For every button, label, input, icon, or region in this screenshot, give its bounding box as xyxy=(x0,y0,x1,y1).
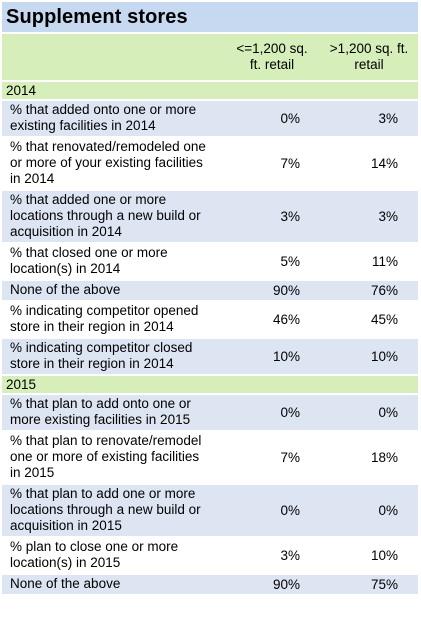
value-large-store: 14% xyxy=(320,138,419,189)
row-label: None of the above xyxy=(2,281,224,300)
row-label: None of the above xyxy=(2,575,224,594)
value-large-store: 76% xyxy=(320,281,419,300)
value-small-store: 3% xyxy=(224,538,320,573)
row-label: % that closed one or more location(s) in … xyxy=(2,244,224,279)
row-label-line: acquisition in 2015 xyxy=(10,518,122,533)
row-label-line: in 2014 xyxy=(10,171,55,186)
value-large-store: 18% xyxy=(320,432,419,483)
section-label: 2015 xyxy=(2,376,419,393)
value-large-store: 0% xyxy=(320,395,419,430)
value-small-store: 0% xyxy=(224,485,320,536)
row-label-line: acquisition in 2014 xyxy=(10,224,122,239)
row-label-line: existing facilities in 2014 xyxy=(10,118,156,133)
value-small-store: 7% xyxy=(224,138,320,189)
column-header-large-line-1: >1,200 sq. ft. xyxy=(329,41,409,56)
row-label-line: locations through a new build or xyxy=(10,208,201,223)
row-label: % plan to close one or more location(s) i… xyxy=(2,538,224,573)
table-row: None of the above 90% 75% xyxy=(2,575,419,594)
table-row: % plan to close one or more location(s) i… xyxy=(2,538,419,573)
value-large-store: 10% xyxy=(320,538,419,573)
value-small-store: 0% xyxy=(224,101,320,136)
row-label: % indicating competitor closed store in t… xyxy=(2,339,224,374)
value-small-store: 7% xyxy=(224,432,320,483)
value-small-store: 3% xyxy=(224,191,320,242)
column-header-small-line-1: <=1,200 sq. xyxy=(236,41,308,56)
table-title: Supplement stores xyxy=(2,2,419,32)
table-row: None of the above 90% 76% xyxy=(2,281,419,300)
row-label-line: % that plan to add one or more xyxy=(10,486,196,501)
row-label-line: locations through a new build or xyxy=(10,502,201,517)
table-row: % that renovated/remodeled one or more of… xyxy=(2,138,419,189)
row-label: % that plan to add one or more locations … xyxy=(2,485,224,536)
row-label-line: location(s) in 2014 xyxy=(10,261,121,276)
section-row: 2015 xyxy=(2,376,419,393)
value-small-store: 5% xyxy=(224,244,320,279)
table-row: % that plan to renovate/remodel one or mo… xyxy=(2,432,419,483)
row-label: % that plan to renovate/remodel one or mo… xyxy=(2,432,224,483)
value-large-store: 0% xyxy=(320,485,419,536)
section-label: 2014 xyxy=(2,82,419,99)
row-label-line: % that added onto one or more xyxy=(10,102,197,117)
value-large-store: 3% xyxy=(320,101,419,136)
row-label-line: one or more of existing facilities xyxy=(10,449,200,464)
value-large-store: 11% xyxy=(320,244,419,279)
column-header-large: >1,200 sq. ft. retail xyxy=(320,34,419,80)
table-row: % that added one or more locations throug… xyxy=(2,191,419,242)
header-row: <=1,200 sq. ft. retail >1,200 sq. ft. re… xyxy=(2,34,419,80)
row-label-line: % that added one or more xyxy=(10,192,167,207)
value-small-store: 10% xyxy=(224,339,320,374)
title-row: Supplement stores xyxy=(2,2,419,32)
row-label-line: % that closed one or more xyxy=(10,245,168,260)
value-small-store: 0% xyxy=(224,395,320,430)
column-header-small-line-2: ft. retail xyxy=(249,57,295,72)
value-large-store: 45% xyxy=(320,302,419,337)
table-row: % that added onto one or more existing fa… xyxy=(2,101,419,136)
header-empty-cell xyxy=(2,34,224,80)
row-label-line: more existing facilities in 2015 xyxy=(10,412,191,427)
row-label-line: % that renovated/remodeled one xyxy=(10,139,206,154)
row-label-line: % indicating competitor closed xyxy=(10,340,193,355)
section-row: 2014 xyxy=(2,82,419,99)
table-container: Supplement stores <=1,200 sq. ft. retail… xyxy=(2,0,419,596)
row-label: % that added one or more locations throug… xyxy=(2,191,224,242)
table-row: % indicating competitor closed store in t… xyxy=(2,339,419,374)
row-label-line: % plan to close one or more xyxy=(10,539,179,554)
value-large-store: 3% xyxy=(320,191,419,242)
table-row: % indicating competitor opened store in t… xyxy=(2,302,419,337)
value-small-store: 90% xyxy=(224,575,320,594)
value-small-store: 90% xyxy=(224,281,320,300)
row-label-line: store in their region in 2014 xyxy=(10,319,174,334)
row-label-line: % indicating competitor opened xyxy=(10,303,199,318)
row-label: % that renovated/remodeled one or more of… xyxy=(2,138,224,189)
value-small-store: 46% xyxy=(224,302,320,337)
table-row: % that plan to add one or more locations … xyxy=(2,485,419,536)
row-label: % that added onto one or more existing fa… xyxy=(2,101,224,136)
row-label: % that plan to add onto one or more exist… xyxy=(2,395,224,430)
value-large-store: 10% xyxy=(320,339,419,374)
row-label-line: % that plan to add onto one or xyxy=(10,396,191,411)
column-header-small: <=1,200 sq. ft. retail xyxy=(224,34,320,80)
row-label-line: in 2015 xyxy=(10,465,55,480)
value-large-store: 75% xyxy=(320,575,419,594)
row-label-line: None of the above xyxy=(10,282,121,297)
row-label-line: store in their region in 2014 xyxy=(10,356,174,371)
column-header-large-line-2: retail xyxy=(354,57,384,72)
supplement-stores-table: Supplement stores <=1,200 sq. ft. retail… xyxy=(2,0,419,596)
table-row: % that plan to add onto one or more exist… xyxy=(2,395,419,430)
row-label-line: location(s) in 2015 xyxy=(10,555,121,570)
row-label-line: None of the above xyxy=(10,576,121,591)
row-label: % indicating competitor opened store in t… xyxy=(2,302,224,337)
row-label-line: or more of your existing facilities xyxy=(10,155,203,170)
row-label-line: % that plan to renovate/remodel xyxy=(10,433,202,448)
table-row: % that closed one or more location(s) in … xyxy=(2,244,419,279)
